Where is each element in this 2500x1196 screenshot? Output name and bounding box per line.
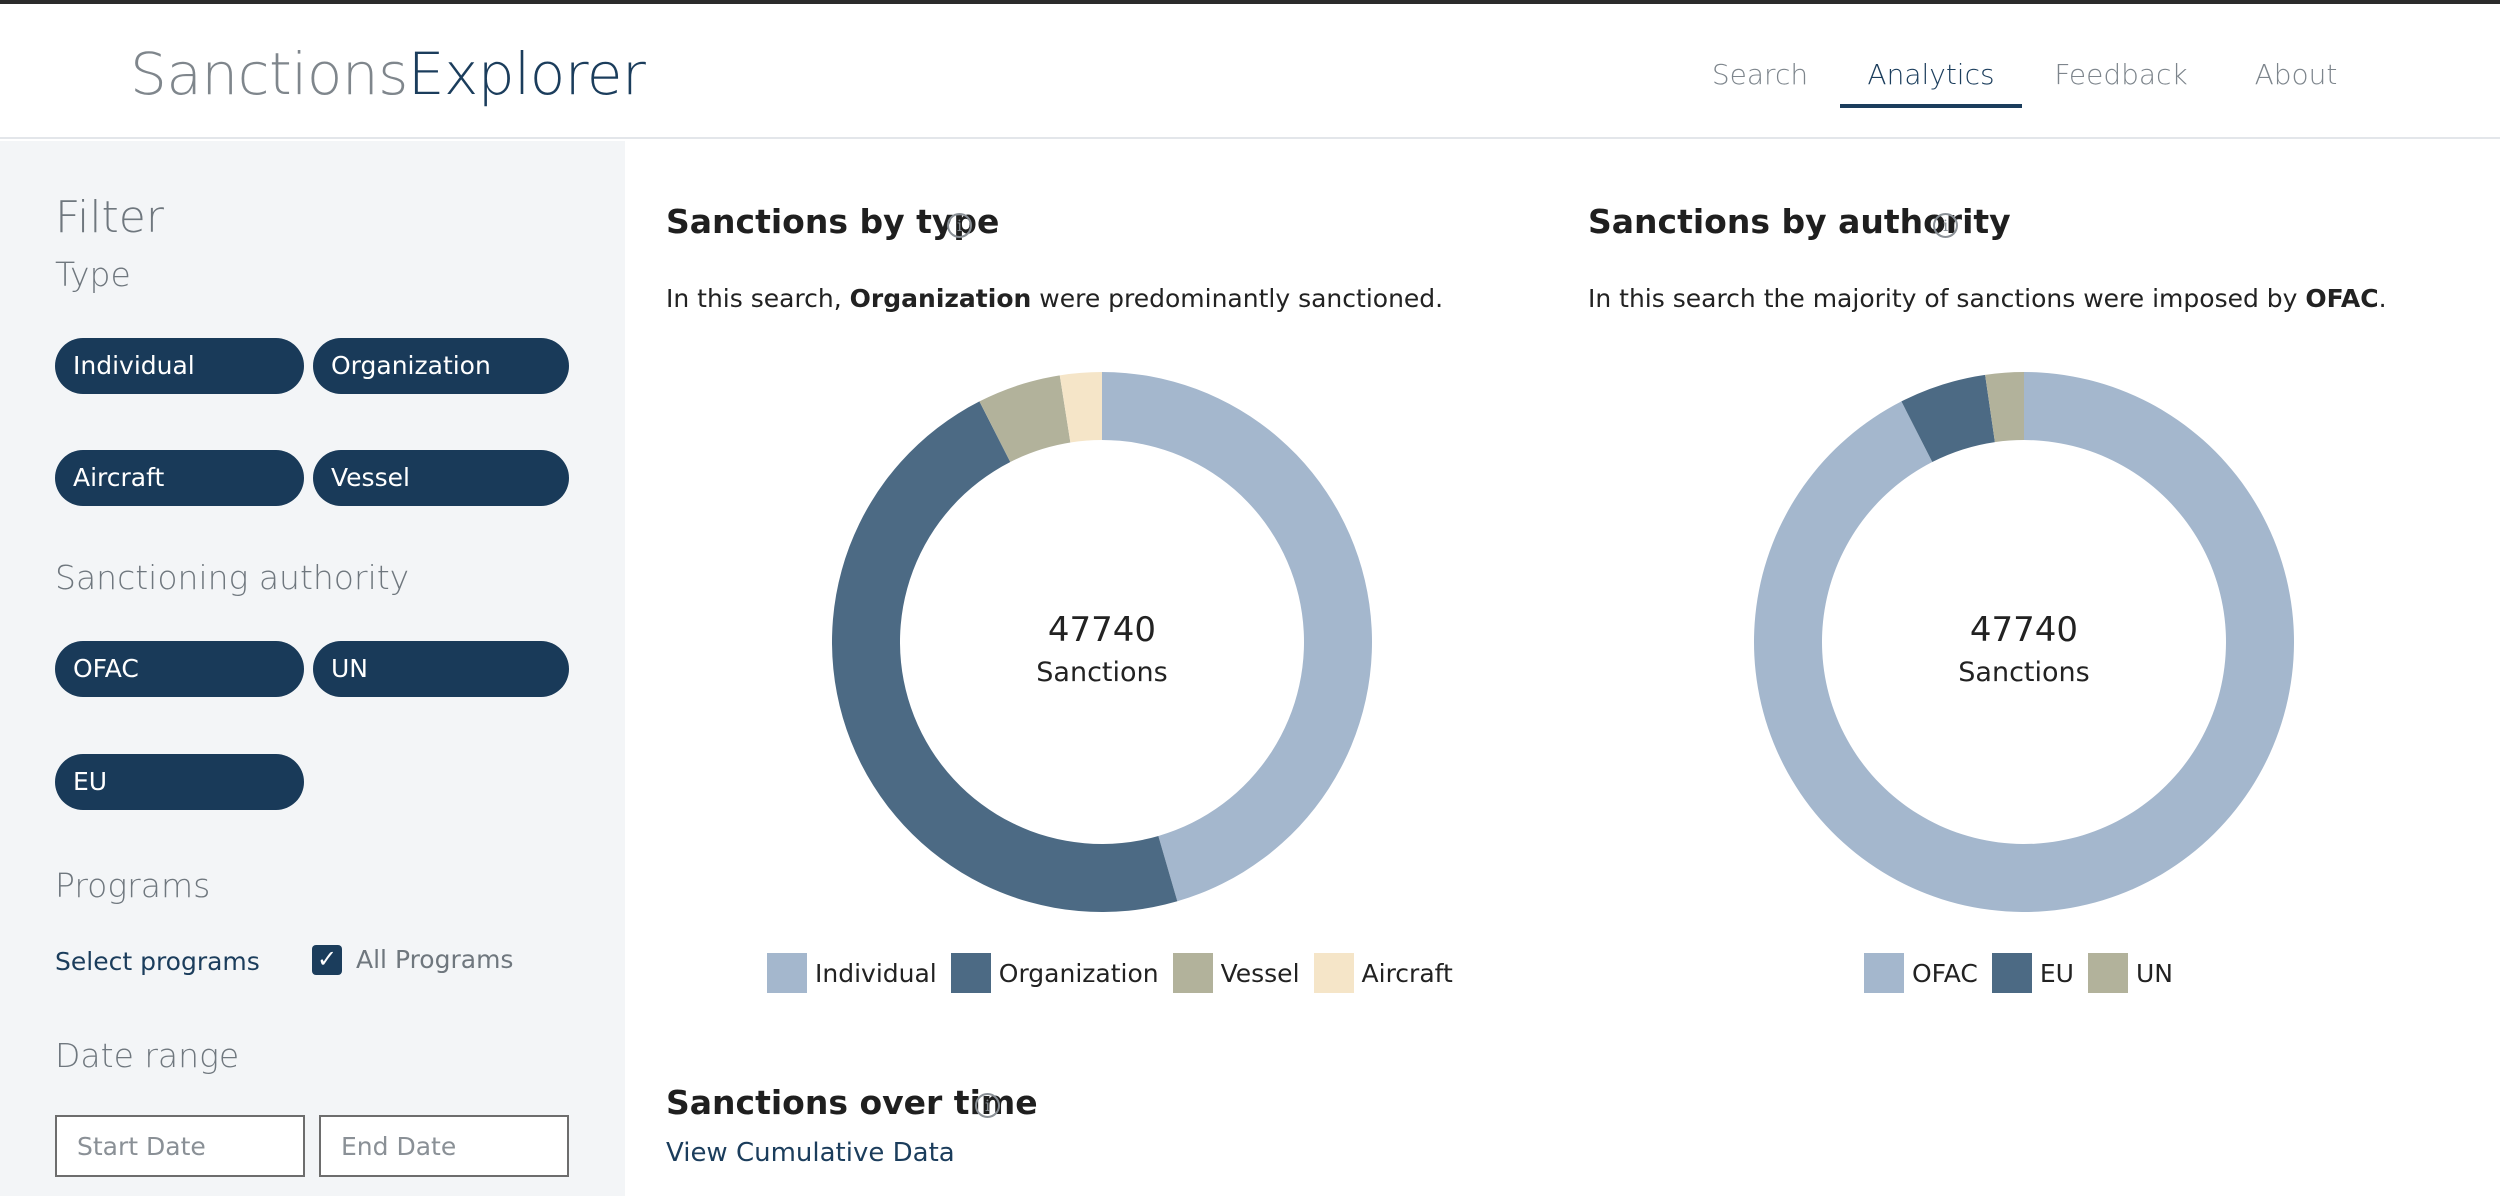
nav-feedback[interactable]: Feedback xyxy=(2054,58,2188,91)
nav-about[interactable]: About xyxy=(2254,58,2338,91)
type-chart-description: In this search, Organization were predom… xyxy=(666,284,1444,313)
info-icon[interactable]: i xyxy=(975,1093,1000,1118)
authority-pill-eu[interactable]: EU xyxy=(55,754,304,810)
legend-item-ofac[interactable]: OFAC xyxy=(1864,953,1978,993)
legend-item-aircraft[interactable]: Aircraft xyxy=(1313,953,1453,993)
select-programs-link[interactable]: Select programs xyxy=(55,947,260,976)
authority-chart-legend: OFAC EU UN xyxy=(1864,952,2187,994)
legend-item-vessel[interactable]: Vessel xyxy=(1172,953,1300,993)
donut-slice-organization[interactable] xyxy=(831,401,1178,913)
legend-label: Organization xyxy=(998,958,1159,988)
legend-item-un[interactable]: UN xyxy=(2088,953,2173,993)
active-tab-underline xyxy=(1840,104,2022,108)
legend-swatch xyxy=(2088,953,2128,993)
type-section-title: Type xyxy=(55,255,131,294)
authority-chart-description: In this search the majority of sanctions… xyxy=(1588,284,2387,313)
donut-slice-un[interactable] xyxy=(1985,372,2024,443)
authority-pill-ofac[interactable]: OFAC xyxy=(55,641,304,697)
checkmark-icon: ✓ xyxy=(316,946,338,973)
all-programs-label: All Programs xyxy=(356,945,514,974)
nav-analytics[interactable]: Analytics xyxy=(1867,58,1995,91)
legend-item-individual[interactable]: Individual xyxy=(767,953,937,993)
type-chart-legend: Individual Organization Vessel Aircraft xyxy=(767,952,1467,994)
logo-part-2: Explorer xyxy=(407,40,646,108)
legend-swatch xyxy=(1172,953,1213,993)
legend-label: EU xyxy=(2039,958,2074,988)
legend-swatch xyxy=(767,953,807,993)
site-header: SanctionsExplorer Search Analytics Feedb… xyxy=(0,4,2500,139)
nav-search[interactable]: Search xyxy=(1711,58,1809,91)
type-donut-chart xyxy=(831,372,1372,913)
legend-label: UN xyxy=(2136,958,2173,988)
filter-title: Filter xyxy=(55,192,164,243)
programs-section-title: Programs xyxy=(55,866,211,905)
legend-item-organization[interactable]: Organization xyxy=(950,953,1159,993)
legend-swatch xyxy=(1864,953,1904,993)
date-range-title: Date range xyxy=(55,1036,240,1075)
legend-label: OFAC xyxy=(1912,958,1978,988)
donut-slice-aircraft[interactable] xyxy=(1059,372,1102,443)
type-pill-individual[interactable]: Individual xyxy=(55,338,304,394)
type-chart-title: Sanctions by type xyxy=(666,202,1000,241)
legend-label: Vessel xyxy=(1220,958,1300,988)
legend-label: Aircraft xyxy=(1361,958,1453,988)
legend-label: Individual xyxy=(815,958,937,988)
top-border-line xyxy=(0,0,2500,4)
authority-section-title: Sanctioning authority xyxy=(55,558,410,597)
legend-swatch xyxy=(1313,953,1354,993)
legend-swatch xyxy=(950,953,991,993)
type-chart-total: 47740 xyxy=(1047,610,1157,650)
info-icon[interactable]: i xyxy=(947,213,972,238)
legend-item-eu[interactable]: EU xyxy=(1991,953,2074,993)
type-pill-vessel[interactable]: Vessel xyxy=(313,450,569,506)
type-chart-total-label: Sanctions xyxy=(1036,657,1168,688)
donut-slice-vessel[interactable] xyxy=(979,375,1071,463)
type-pill-aircraft[interactable]: Aircraft xyxy=(55,450,304,506)
legend-swatch xyxy=(1991,953,2032,993)
site-logo[interactable]: SanctionsExplorer xyxy=(130,34,646,114)
logo-part-1: Sanctions xyxy=(130,40,408,108)
all-programs-checkbox[interactable]: ✓ xyxy=(312,945,342,975)
authority-pill-un[interactable]: UN xyxy=(313,641,569,697)
start-date-input[interactable] xyxy=(55,1115,305,1177)
donut-slice-individual[interactable] xyxy=(1102,372,1372,902)
authority-donut-chart xyxy=(1754,372,2294,912)
authority-chart-total-label: Sanctions xyxy=(1958,657,2090,688)
end-date-input[interactable] xyxy=(319,1115,569,1177)
view-cumulative-data-link[interactable]: View Cumulative Data xyxy=(666,1138,955,1168)
type-pill-organization[interactable]: Organization xyxy=(313,338,569,394)
info-icon[interactable]: i xyxy=(1933,213,1958,238)
authority-chart-total: 47740 xyxy=(1969,610,2079,650)
donut-slice-eu[interactable] xyxy=(1901,374,1995,463)
